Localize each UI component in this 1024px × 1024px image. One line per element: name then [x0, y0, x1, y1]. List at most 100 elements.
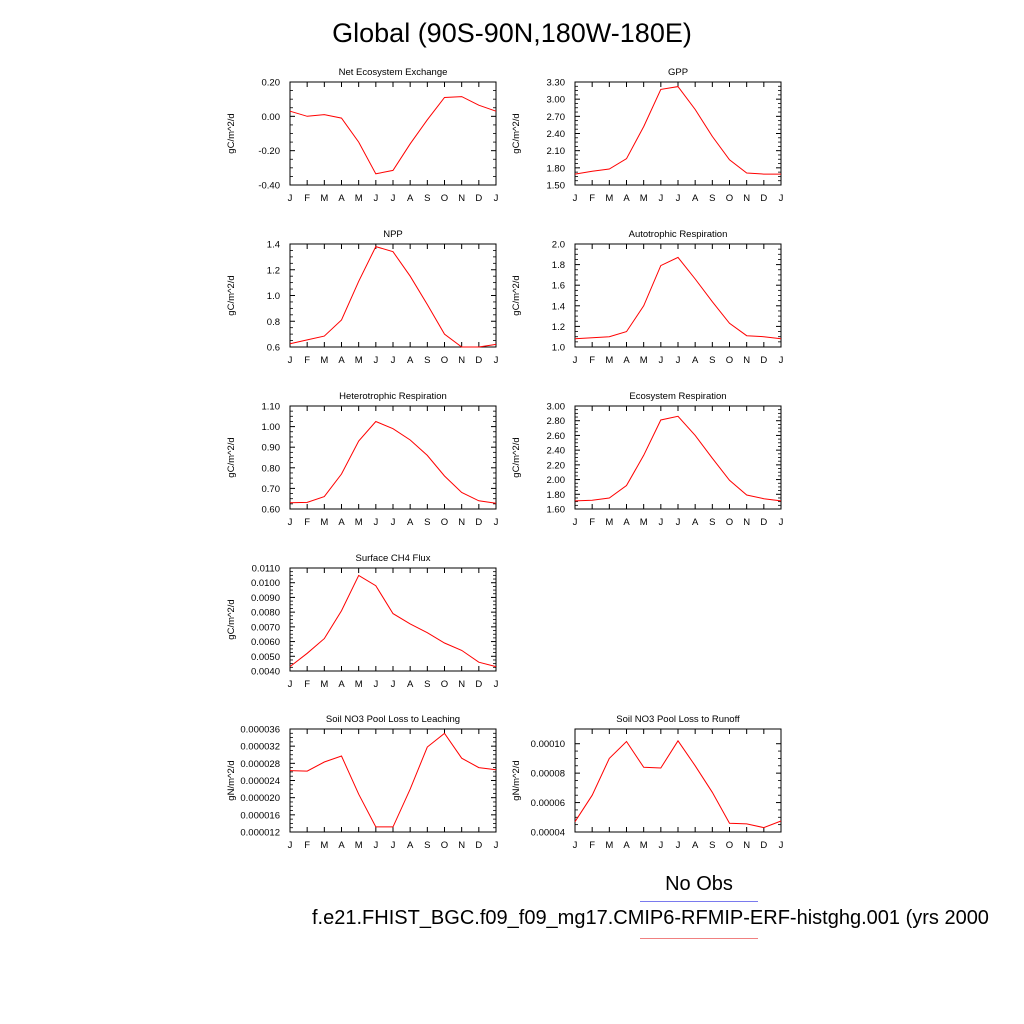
chart-title: Surface CH4 Flux [356, 553, 431, 564]
y-tick-label: 0.60 [262, 505, 281, 516]
y-tick-label: 0.000012 [240, 828, 280, 839]
x-tick-label: A [338, 355, 345, 366]
y-tick-label: 1.10 [262, 402, 281, 413]
legend-case-line [640, 938, 758, 939]
x-tick-label: A [623, 355, 630, 366]
x-tick-label: M [355, 679, 363, 690]
x-tick-label: A [692, 355, 699, 366]
y-tick-label: 0.000020 [240, 793, 280, 804]
x-tick-label: S [424, 840, 430, 851]
x-tick-label: S [424, 679, 430, 690]
x-tick-label: J [658, 355, 663, 366]
y-tick-label: 0.00010 [531, 739, 565, 750]
x-tick-label: M [355, 840, 363, 851]
x-tick-label: M [605, 355, 613, 366]
x-tick-label: F [304, 517, 310, 528]
plot-frame [289, 728, 497, 833]
x-tick-label: D [475, 517, 482, 528]
x-tick-label: A [623, 193, 630, 204]
y-axis-label: gN/m^2/d [226, 760, 237, 800]
y-tick-label: 1.2 [267, 265, 280, 276]
x-tick-label: J [391, 679, 396, 690]
x-tick-label: J [391, 840, 396, 851]
y-tick-label: 0.0050 [251, 652, 280, 663]
y-axis-label: gC/m^2/d [226, 599, 237, 639]
x-tick-label: S [709, 840, 715, 851]
y-tick-label: 0.70 [262, 484, 281, 495]
x-tick-label: M [640, 193, 648, 204]
x-tick-label: O [441, 517, 448, 528]
x-tick-label: O [726, 840, 733, 851]
y-tick-label: 0.80 [262, 463, 281, 474]
x-tick-label: S [424, 193, 430, 204]
x-tick-label: J [658, 840, 663, 851]
legend-case-label: f.e21.FHIST_BGC.f09_f09_mg17.CMIP6-RFMIP… [312, 907, 989, 929]
plot-frame [289, 405, 497, 510]
series-line [289, 732, 497, 828]
x-tick-label: J [288, 679, 293, 690]
x-tick-label: D [475, 840, 482, 851]
y-tick-label: 1.00 [262, 422, 281, 433]
x-tick-label: S [424, 355, 430, 366]
plot-frame [574, 728, 782, 833]
x-tick-label: N [458, 679, 465, 690]
y-tick-label: 3.30 [547, 78, 566, 89]
x-tick-label: N [743, 517, 750, 528]
x-tick-label: J [676, 193, 681, 204]
x-tick-label: J [676, 517, 681, 528]
x-tick-label: O [441, 840, 448, 851]
chart-title: Soil NO3 Pool Loss to Leaching [326, 714, 460, 725]
legend-no-obs-label: No Obs [665, 873, 733, 895]
x-tick-label: M [355, 355, 363, 366]
y-axis-label: gC/m^2/d [226, 437, 237, 477]
y-axis-label: gC/m^2/d [226, 113, 237, 153]
y-tick-label: 1.60 [547, 505, 566, 516]
x-tick-label: O [441, 193, 448, 204]
x-tick-label: N [743, 840, 750, 851]
y-tick-label: 1.4 [267, 240, 280, 251]
x-tick-label: M [320, 193, 328, 204]
chart-title: Autotrophic Respiration [629, 229, 728, 240]
x-tick-label: A [407, 193, 414, 204]
series-line [574, 256, 782, 340]
x-tick-label: J [288, 517, 293, 528]
x-tick-label: F [589, 193, 595, 204]
x-tick-label: M [320, 355, 328, 366]
x-tick-label: M [605, 517, 613, 528]
plot-frame [574, 405, 782, 510]
x-tick-label: D [760, 193, 767, 204]
y-tick-label: 0.00 [262, 112, 281, 123]
y-tick-label: 3.00 [547, 402, 566, 413]
y-tick-label: 1.50 [547, 181, 566, 192]
x-tick-label: J [288, 355, 293, 366]
y-tick-label: 0.0060 [251, 637, 280, 648]
x-tick-label: A [692, 193, 699, 204]
chart-title: Net Ecosystem Exchange [339, 67, 448, 78]
x-tick-label: F [304, 679, 310, 690]
plot-frame [574, 243, 782, 348]
y-tick-label: 0.90 [262, 443, 281, 454]
series-line [289, 574, 497, 668]
x-tick-label: A [692, 517, 699, 528]
y-tick-label: 0.20 [262, 78, 281, 89]
y-tick-label: 0.000016 [240, 810, 280, 821]
x-tick-label: F [589, 355, 595, 366]
x-tick-label: D [760, 517, 767, 528]
y-tick-label: 1.6 [552, 281, 565, 292]
x-tick-label: J [573, 355, 578, 366]
series-line [289, 96, 497, 175]
x-tick-label: M [320, 517, 328, 528]
x-tick-label: A [338, 679, 345, 690]
y-tick-label: 0.000028 [240, 759, 280, 770]
plot-frame [289, 567, 497, 672]
x-tick-label: A [338, 193, 345, 204]
x-tick-label: M [605, 193, 613, 204]
x-tick-label: J [494, 679, 499, 690]
x-tick-label: J [779, 193, 784, 204]
